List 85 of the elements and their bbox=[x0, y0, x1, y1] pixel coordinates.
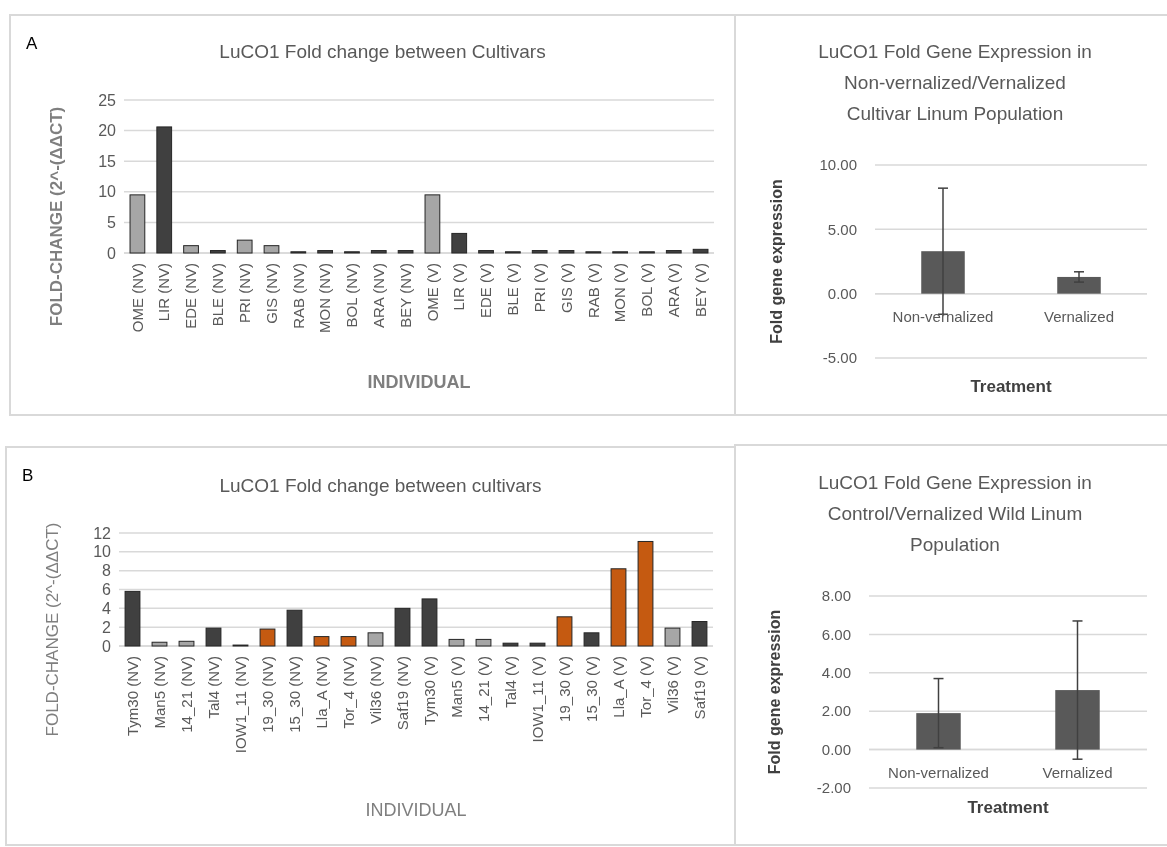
x-tick-label: Saf19 (V) bbox=[690, 656, 708, 720]
x-tick-label: Tal4 (NV) bbox=[204, 656, 222, 719]
x-tick-label: Man5 (NV) bbox=[150, 656, 168, 729]
y-tick-label: 0.00 bbox=[827, 284, 857, 302]
x-tick-label: Tor_4 (V) bbox=[636, 656, 654, 718]
x-tick-label: LIR (NV) bbox=[155, 263, 173, 322]
x-tick-label: GIS (V) bbox=[557, 263, 575, 314]
y-axis-title: Fold gene expression bbox=[768, 179, 785, 344]
x-axis-title: Treatment bbox=[967, 798, 1049, 817]
x-tick-label: Lla_A (V) bbox=[609, 656, 627, 718]
y-tick-label: -5.00 bbox=[822, 349, 857, 367]
x-tick-label: MON (V) bbox=[611, 263, 629, 323]
x-tick-label: Tal4 (V) bbox=[501, 656, 519, 708]
x-tick-label: RAB (NV) bbox=[289, 263, 307, 329]
x-tick-label: GIS (NV) bbox=[262, 263, 280, 324]
y-tick-label: 8.00 bbox=[821, 587, 851, 605]
x-tick-label: Lla_A (NV) bbox=[312, 656, 330, 729]
x-tick-label: Tym30 (NV) bbox=[123, 656, 141, 737]
y-axis-title: FOLD-CHANGE (2^-(ΔΔCT) bbox=[43, 522, 62, 737]
y-tick-label: 2.00 bbox=[821, 702, 851, 720]
x-tick-label: PRI (NV) bbox=[235, 263, 253, 323]
x-axis-title: INDIVIDUAL bbox=[365, 800, 467, 820]
x-tick-label: LIR (V) bbox=[450, 263, 468, 311]
x-tick-label: Tor_4 (NV) bbox=[339, 656, 357, 729]
chart-title: LuCO1 Fold Gene Expression in Control/Vernalized Wild Linum Population bbox=[818, 472, 1092, 555]
y-tick-label: 15 bbox=[98, 152, 117, 170]
y-tick-label: 2 bbox=[102, 618, 112, 636]
text: A bbox=[26, 34, 38, 53]
y-tick-label: 10 bbox=[98, 183, 117, 201]
x-tick-label: Man5 (V) bbox=[447, 656, 465, 718]
y-tick-label: 0.00 bbox=[821, 740, 851, 758]
y-tick-label: 5.00 bbox=[827, 220, 857, 238]
y-tick-label: 4 bbox=[102, 599, 112, 617]
y-tick-label: 5 bbox=[107, 214, 117, 231]
chart-title: LuCO1 Fold Gene Expression in Non-vernalized/Vernalized Cultivar Linum Population bbox=[818, 41, 1092, 124]
x-tick-label: BEY (NV) bbox=[396, 263, 414, 328]
x-tick-label: BOL (V) bbox=[638, 263, 656, 317]
x-tick-label: Tym30 (V) bbox=[420, 656, 438, 726]
x-tick-label: ARA (V) bbox=[665, 263, 683, 318]
x-tick-label: RAB (V) bbox=[584, 263, 602, 319]
x-tick-label: 19_30 (NV) bbox=[258, 656, 276, 733]
y-tick-label: 25 bbox=[98, 91, 117, 109]
y-tick-label: 0 bbox=[102, 637, 112, 655]
x-tick-label: IOW1_11 (NV) bbox=[231, 656, 249, 754]
x-axis-title: INDIVIDUAL bbox=[367, 372, 471, 392]
x-tick-label: 14_21 (V) bbox=[474, 656, 492, 722]
x-tick-label: 15_30 (V) bbox=[582, 656, 600, 722]
x-tick-label: Vernalized bbox=[1043, 307, 1115, 325]
x-tick-label: BLE (NV) bbox=[209, 263, 227, 327]
chart-title: LuCO1 Fold change between Cultivars bbox=[219, 41, 546, 62]
chart-title: LuCO1 Fold change between cultivars bbox=[219, 475, 542, 496]
text: B bbox=[22, 466, 34, 485]
x-tick-label: ARA (NV) bbox=[370, 263, 388, 329]
x-tick-label: BLE (V) bbox=[504, 263, 522, 316]
x-tick-label: 15_30 (NV) bbox=[285, 656, 303, 733]
x-tick-label: Vernalized bbox=[1042, 763, 1113, 781]
x-axis-title: Treatment bbox=[970, 377, 1052, 396]
x-tick-label: IOW1_11 (V) bbox=[528, 656, 546, 743]
x-tick-label: BEY (V) bbox=[691, 263, 709, 317]
x-tick-label: 14_21 (NV) bbox=[177, 656, 195, 733]
x-tick-label: OME (V) bbox=[423, 263, 441, 322]
y-axis-title: Fold gene expression bbox=[766, 609, 783, 775]
x-tick-label: BOL (NV) bbox=[343, 263, 361, 328]
y-tick-label: 6.00 bbox=[821, 625, 851, 643]
y-tick-label: 0 bbox=[107, 244, 117, 262]
y-tick-label: 12 bbox=[93, 524, 112, 542]
x-tick-label: Non-vernalized bbox=[888, 763, 989, 781]
x-tick-label: PRI (V) bbox=[530, 263, 548, 313]
x-tick-label: OME (NV) bbox=[128, 263, 146, 333]
x-tick-label: MON (NV) bbox=[316, 263, 334, 333]
y-tick-label: 8 bbox=[102, 562, 112, 580]
y-tick-label: 20 bbox=[98, 122, 117, 140]
x-tick-label: 19_30 (V) bbox=[555, 656, 573, 722]
x-tick-label: Vil36 (NV) bbox=[366, 656, 384, 725]
x-tick-label: EDE (V) bbox=[477, 263, 495, 319]
y-tick-label: 4.00 bbox=[821, 664, 851, 682]
y-tick-label: -2.00 bbox=[816, 779, 851, 797]
x-tick-label: Non-vernalized bbox=[892, 307, 994, 325]
x-tick-label: Saf19 (NV) bbox=[393, 656, 411, 731]
y-tick-label: 6 bbox=[102, 581, 112, 599]
y-tick-label: 10 bbox=[93, 543, 112, 561]
y-axis-title: FOLD-CHANGE (2^-(ΔΔCT) bbox=[47, 106, 66, 327]
x-tick-label: Vil36 (V) bbox=[663, 656, 681, 714]
y-tick-label: 10.00 bbox=[819, 156, 857, 174]
x-tick-label: EDE (NV) bbox=[182, 263, 200, 329]
